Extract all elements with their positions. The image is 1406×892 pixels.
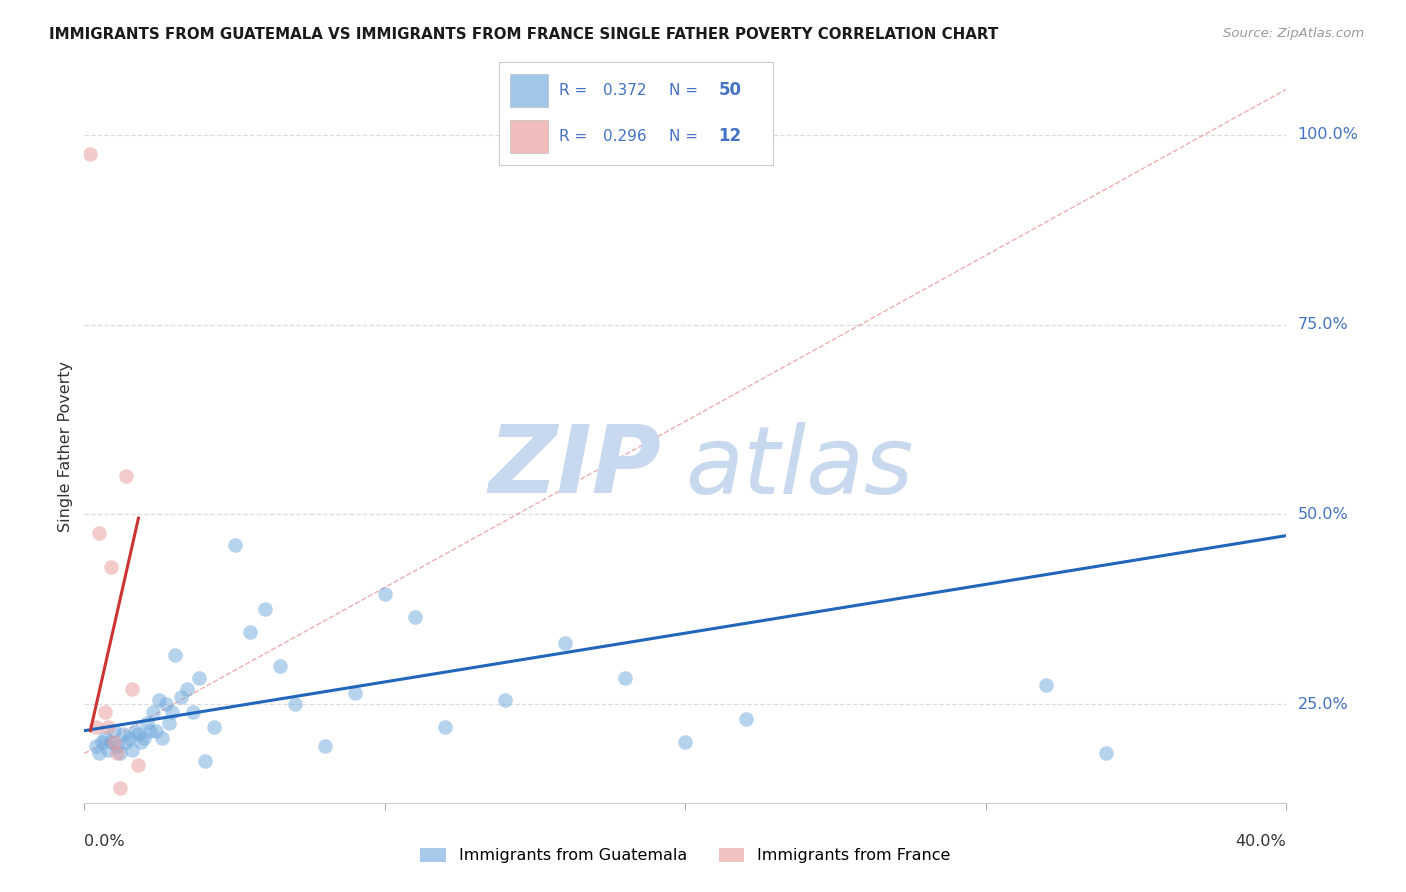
Point bbox=[253, 602, 276, 616]
Text: 0.0%: 0.0% bbox=[84, 834, 125, 848]
Point bbox=[103, 735, 125, 749]
Point bbox=[181, 705, 204, 719]
Point bbox=[1035, 678, 1057, 692]
Point bbox=[169, 690, 191, 704]
Point bbox=[121, 681, 143, 696]
Text: Source: ZipAtlas.com: Source: ZipAtlas.com bbox=[1223, 27, 1364, 40]
Point bbox=[194, 754, 217, 768]
FancyBboxPatch shape bbox=[510, 74, 548, 106]
Point bbox=[157, 716, 180, 731]
Point bbox=[404, 609, 426, 624]
Legend: Immigrants from Guatemala, Immigrants from France: Immigrants from Guatemala, Immigrants fr… bbox=[413, 841, 957, 870]
Point bbox=[107, 739, 129, 753]
Point bbox=[100, 735, 122, 749]
Text: 25.0%: 25.0% bbox=[1298, 697, 1348, 712]
Text: 0.296: 0.296 bbox=[603, 128, 647, 144]
Point bbox=[97, 742, 120, 756]
Point bbox=[160, 705, 183, 719]
Point bbox=[121, 742, 143, 756]
Point bbox=[314, 739, 336, 753]
Point bbox=[187, 671, 209, 685]
FancyBboxPatch shape bbox=[510, 120, 548, 153]
Point bbox=[136, 716, 159, 731]
Point bbox=[675, 735, 697, 749]
Point bbox=[118, 731, 141, 746]
Point bbox=[115, 469, 138, 483]
Point bbox=[103, 723, 125, 738]
Point bbox=[554, 636, 576, 650]
Point bbox=[434, 720, 457, 734]
Text: 50.0%: 50.0% bbox=[1298, 507, 1348, 522]
Point bbox=[127, 757, 149, 772]
Point bbox=[163, 648, 186, 662]
Text: N =: N = bbox=[669, 83, 703, 97]
Point bbox=[131, 735, 153, 749]
Point bbox=[139, 723, 162, 738]
Point bbox=[239, 625, 262, 640]
Point bbox=[152, 731, 174, 746]
Point bbox=[614, 671, 637, 685]
Point bbox=[97, 720, 120, 734]
Point bbox=[89, 526, 111, 541]
Text: 0.372: 0.372 bbox=[603, 83, 647, 97]
Point bbox=[89, 747, 111, 761]
Text: R =: R = bbox=[560, 128, 592, 144]
Point bbox=[224, 538, 246, 552]
Point bbox=[100, 560, 122, 574]
Text: 75.0%: 75.0% bbox=[1298, 317, 1348, 332]
Point bbox=[110, 780, 132, 795]
Text: R =: R = bbox=[560, 83, 592, 97]
Point bbox=[269, 659, 291, 673]
Point bbox=[148, 693, 170, 707]
Point bbox=[202, 720, 225, 734]
Point bbox=[145, 723, 167, 738]
Text: IMMIGRANTS FROM GUATEMALA VS IMMIGRANTS FROM FRANCE SINGLE FATHER POVERTY CORREL: IMMIGRANTS FROM GUATEMALA VS IMMIGRANTS … bbox=[49, 27, 998, 42]
Text: atlas: atlas bbox=[686, 422, 914, 513]
Point bbox=[494, 693, 516, 707]
Point bbox=[115, 735, 138, 749]
Point bbox=[343, 686, 366, 700]
Point bbox=[142, 705, 165, 719]
Point bbox=[1095, 747, 1118, 761]
Text: 100.0%: 100.0% bbox=[1298, 128, 1358, 142]
Point bbox=[155, 697, 177, 711]
Point bbox=[86, 720, 108, 734]
Point bbox=[94, 705, 117, 719]
Point bbox=[734, 712, 756, 726]
Point bbox=[284, 697, 307, 711]
Point bbox=[79, 146, 101, 161]
Point bbox=[86, 739, 108, 753]
Y-axis label: Single Father Poverty: Single Father Poverty bbox=[58, 360, 73, 532]
Text: 40.0%: 40.0% bbox=[1236, 834, 1286, 848]
Point bbox=[107, 747, 129, 761]
Point bbox=[176, 681, 198, 696]
Point bbox=[374, 587, 396, 601]
Point bbox=[134, 731, 156, 746]
Point bbox=[112, 727, 135, 741]
Text: 12: 12 bbox=[718, 128, 741, 145]
Text: ZIP: ZIP bbox=[488, 421, 661, 514]
Point bbox=[127, 727, 149, 741]
Text: 50: 50 bbox=[718, 81, 741, 99]
Point bbox=[124, 723, 146, 738]
Text: N =: N = bbox=[669, 128, 703, 144]
Point bbox=[110, 747, 132, 761]
Point bbox=[94, 731, 117, 746]
Point bbox=[91, 735, 114, 749]
